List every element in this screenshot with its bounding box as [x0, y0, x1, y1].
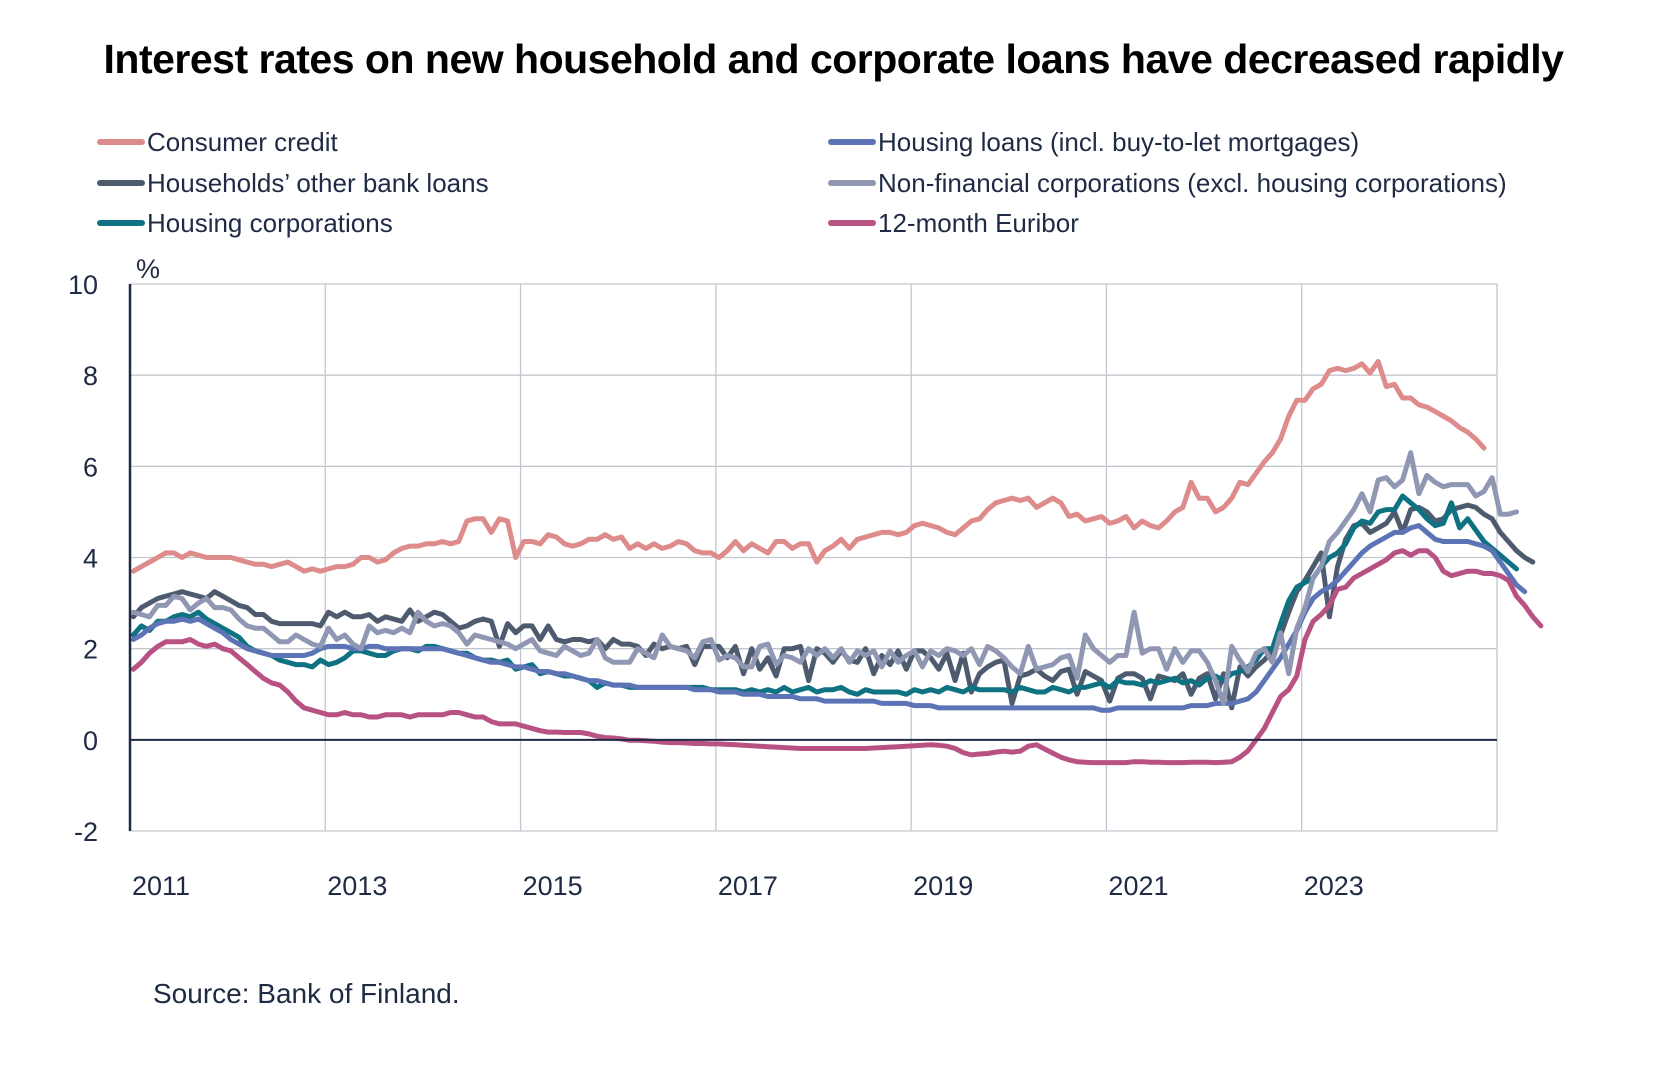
x-tick-label: 2011 [132, 871, 190, 901]
y-tick-label: 10 [68, 270, 98, 300]
x-tick-label: 2021 [1108, 871, 1168, 901]
legend-swatch [828, 180, 876, 186]
x-tick-label: 2013 [327, 871, 387, 901]
x-tick-label: 2017 [718, 871, 778, 901]
chart-title: Interest rates on new household and corp… [103, 36, 1564, 82]
y-tick-label: 8 [83, 361, 98, 391]
series-line-12-month-euribor [130, 548, 1544, 766]
legend-label: Households’ other bank loans [147, 167, 489, 198]
legend-swatch [97, 220, 145, 226]
legend-swatch [97, 139, 145, 145]
legend-label: Housing corporations [147, 207, 393, 238]
x-tick-label: 2019 [913, 871, 973, 901]
x-tick-label: 2023 [1304, 871, 1364, 901]
legend-swatch [828, 220, 876, 226]
y-tick-label: 2 [83, 635, 98, 665]
y-axis-unit-label: % [136, 254, 160, 284]
y-tick-label: 0 [83, 726, 98, 756]
y-tick-label: -2 [74, 817, 98, 847]
y-tick-label: 4 [83, 544, 98, 574]
x-tick-label: 2015 [523, 871, 583, 901]
legend-label: Consumer credit [147, 126, 338, 157]
legend-item-euribor: 12-month Euribor [828, 208, 1079, 238]
legend-item-housing-corporations: Housing corporations [97, 208, 393, 238]
series-line-households-other-bank-loans [130, 502, 1536, 711]
tick-labels: -2 0 2 4 6 8 10% 2011 2013 2015 2017 2019 2021 2023 [68, 254, 1364, 901]
source-note: Source: Bank of Finland. [153, 978, 460, 1009]
series-line-housing-corporations [130, 493, 1519, 697]
legend-swatch [97, 180, 145, 186]
legend-item-consumer-credit: Consumer credit [97, 127, 338, 157]
series-line-non-financial-corporations-excl-housing-corporations [130, 450, 1519, 706]
legend-item-non-financial-corporations: Non-financial corporations (excl. housin… [828, 168, 1507, 198]
legend-item-housing-loans: Housing loans (incl. buy-to-let mortgage… [828, 127, 1359, 157]
legend-label: Non-financial corporations (excl. housin… [878, 167, 1507, 198]
legend-label: Housing loans (incl. buy-to-let mortgage… [878, 126, 1360, 157]
legend-item-households-other-loans: Households’ other bank loans [97, 168, 489, 198]
series-lines [130, 359, 1544, 766]
legend-swatch [828, 139, 876, 145]
y-tick-label: 6 [83, 452, 98, 482]
series-line-consumer-credit [130, 359, 1487, 574]
axes [128, 284, 1497, 831]
legend-label: 12-month Euribor [878, 207, 1079, 238]
